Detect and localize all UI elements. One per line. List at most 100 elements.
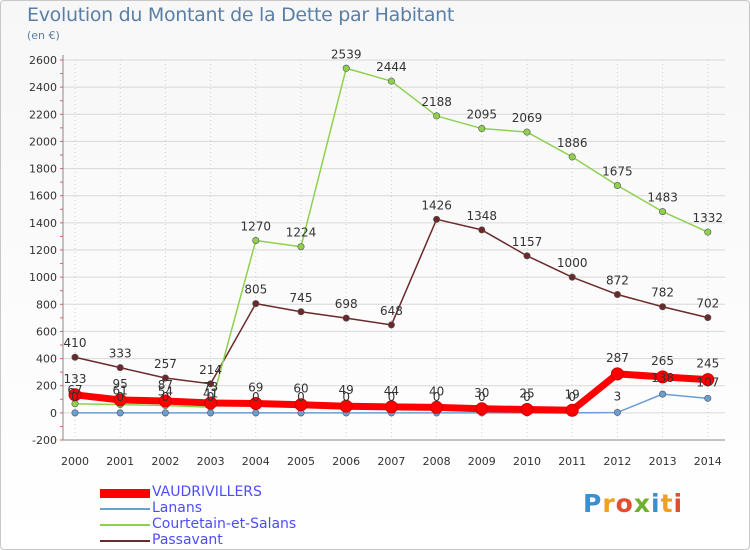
data-point (478, 226, 486, 234)
data-label: 41 (203, 386, 218, 400)
unit-label: (en €) (27, 29, 60, 42)
data-label: 410 (64, 336, 87, 350)
data-point (116, 409, 124, 417)
data-point (387, 321, 395, 329)
data-point (656, 370, 670, 384)
y-tick-label: 800 (36, 298, 57, 311)
data-label: 648 (380, 304, 403, 318)
y-tick-label: 600 (36, 325, 57, 338)
y-tick-label: -200 (32, 434, 57, 447)
data-point (568, 273, 576, 281)
data-label: 287 (606, 351, 629, 365)
data-point (430, 400, 444, 414)
legend-item: Courtetain-et-Salans (100, 516, 360, 533)
data-label: 138 (651, 371, 674, 385)
data-label: 702 (696, 297, 719, 311)
data-point (520, 402, 534, 416)
legend-item: Passavant (100, 532, 360, 549)
data-label: 60 (293, 382, 308, 396)
logo-letter: i (651, 489, 661, 518)
data-point (613, 408, 621, 416)
data-label: 214 (199, 363, 222, 377)
data-label: 805 (244, 283, 267, 297)
x-tick-label: 2014 (694, 455, 722, 468)
data-label: 44 (384, 384, 399, 398)
logo-letter: r (602, 489, 616, 518)
data-label: 30 (474, 386, 489, 400)
y-tick-label: 2400 (29, 81, 57, 94)
data-point (701, 373, 715, 387)
data-label: 0 (568, 390, 576, 404)
data-point (71, 409, 79, 417)
data-label: 25 (519, 386, 534, 400)
data-label: 54 (158, 385, 173, 399)
x-tick-label: 2011 (558, 455, 586, 468)
data-point (207, 409, 215, 417)
data-point (342, 314, 350, 322)
logo-letter: P (583, 489, 603, 518)
data-label: 0 (116, 390, 124, 404)
x-tick-label: 2000 (61, 455, 89, 468)
data-point (433, 215, 441, 223)
data-label: 1000 (557, 256, 588, 270)
chart-title: Evolution du Montant de la Dette par Hab… (27, 4, 455, 26)
y-tick-label: 0 (50, 407, 57, 420)
legend-swatch (100, 540, 150, 542)
data-label: 782 (651, 286, 674, 300)
data-point (659, 208, 667, 216)
x-tick-label: 2008 (423, 455, 451, 468)
data-label: 0 (388, 390, 396, 404)
data-label: 107 (696, 375, 719, 389)
data-point (568, 153, 576, 161)
data-point (113, 393, 127, 407)
data-point (252, 300, 260, 308)
data-label: 0 (523, 390, 531, 404)
data-point (613, 291, 621, 299)
logo-letter: x (633, 489, 651, 518)
data-label: 0 (342, 390, 350, 404)
data-point (384, 400, 398, 414)
data-label: 0 (297, 390, 305, 404)
data-label: 0 (71, 390, 79, 404)
y-tick-label: 1800 (29, 163, 57, 176)
x-tick-label: 2006 (332, 455, 360, 468)
y-tick-label: 1600 (29, 190, 57, 203)
data-label: 67 (67, 383, 82, 397)
legend-item: VAUDRIVILLERS (100, 484, 360, 501)
logo-letter: i (673, 489, 684, 518)
y-tick-label: 1200 (29, 244, 57, 257)
legend-swatch (100, 524, 150, 526)
x-tick-label: 2009 (468, 455, 496, 468)
data-point (116, 364, 124, 372)
data-label: 0 (162, 390, 170, 404)
data-point (478, 125, 486, 133)
data-point (565, 403, 579, 417)
data-label: 2444 (376, 60, 407, 74)
data-label: 40 (429, 384, 444, 398)
data-label: 2539 (331, 47, 362, 61)
data-label: 1332 (693, 211, 724, 225)
legend-label: Lanans (152, 500, 202, 516)
data-point (297, 308, 305, 316)
x-tick-label: 2013 (649, 455, 677, 468)
y-tick-label: 2600 (29, 54, 57, 67)
data-point (475, 402, 489, 416)
y-tick-label: 200 (36, 380, 57, 393)
x-tick-label: 2012 (603, 455, 631, 468)
data-label: 1675 (602, 165, 633, 179)
data-label: 49 (339, 383, 354, 397)
data-point (342, 64, 350, 72)
y-tick-label: 1400 (29, 217, 57, 230)
x-tick-label: 2003 (197, 455, 225, 468)
data-point (249, 396, 263, 410)
data-label: 87 (158, 378, 173, 392)
legend-label: Courtetain-et-Salans (152, 516, 297, 532)
data-label: 1270 (241, 220, 272, 234)
data-label: 73 (203, 380, 218, 394)
data-label: 1348 (467, 209, 498, 223)
legend-swatch (100, 508, 150, 510)
data-label: 257 (154, 357, 177, 371)
x-tick-label: 2005 (287, 455, 315, 468)
data-point (68, 388, 82, 402)
